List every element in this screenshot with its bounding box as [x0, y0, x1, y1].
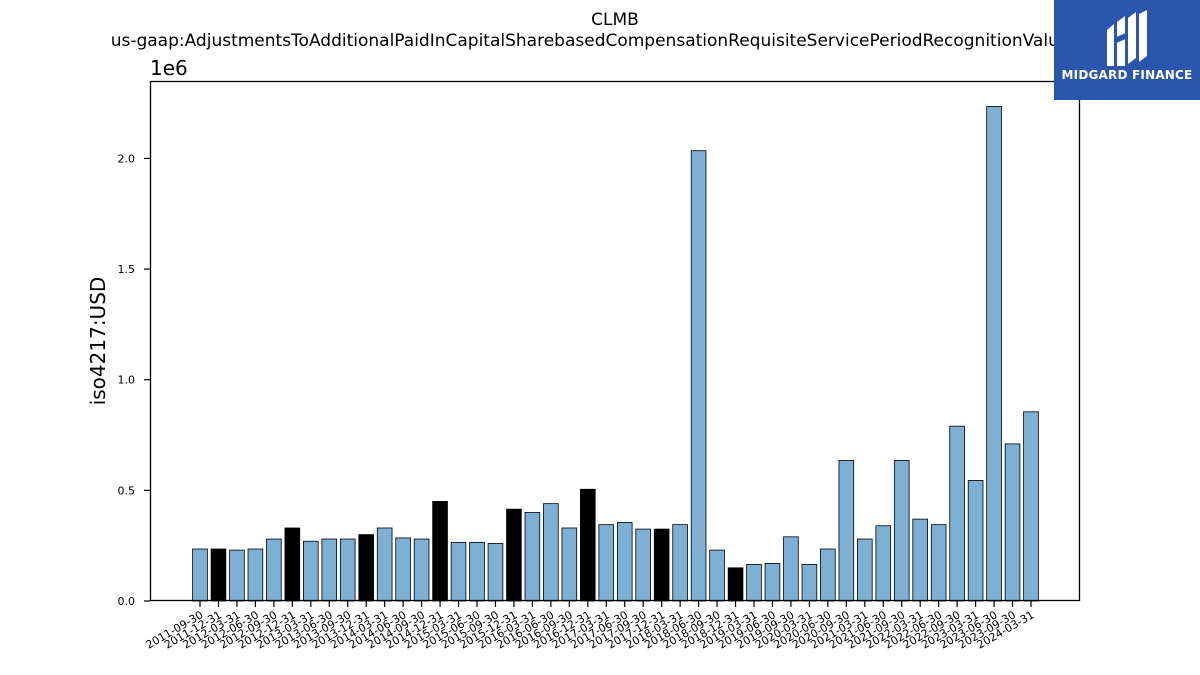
bar	[709, 549, 725, 602]
bar	[266, 538, 282, 602]
plot-frame	[149, 80, 1081, 602]
bar	[598, 524, 615, 602]
bar	[192, 548, 208, 602]
bar	[413, 538, 430, 602]
bar	[487, 543, 504, 602]
bar	[764, 562, 781, 602]
bar	[635, 528, 651, 602]
bar	[912, 518, 928, 602]
bar	[986, 106, 1002, 602]
bar	[967, 479, 984, 602]
bar	[672, 524, 688, 602]
bars-group	[192, 106, 1039, 602]
bar	[543, 503, 559, 602]
bar	[506, 508, 522, 602]
bar	[690, 150, 707, 602]
chart-subtitle: us-gaap:AdjustmentsToAdditionalPaidInCap…	[111, 31, 1070, 51]
chart-title: CLMB	[591, 10, 639, 30]
bar	[857, 538, 873, 602]
y-tick-label: 1.0	[118, 374, 136, 387]
bar	[561, 527, 578, 602]
bar	[339, 538, 356, 602]
bar	[358, 534, 374, 602]
bar	[376, 527, 393, 602]
y-axis-ticks: 0.0 0.5 1.0 1.5 2.0	[118, 152, 150, 608]
bar	[303, 540, 319, 602]
logo-text: MIDGARD FINANCE	[1061, 68, 1193, 82]
bar	[469, 541, 485, 602]
bar	[820, 548, 836, 602]
bar	[1023, 411, 1039, 602]
midgard-finance-logo: MIDGARD FINANCE	[1054, 0, 1200, 100]
y-tick-label: 2.0	[118, 152, 136, 165]
y-axis-label: iso4217:USD	[86, 277, 110, 406]
bar	[284, 527, 301, 602]
y-tick-label: 0.5	[118, 484, 136, 497]
bar	[783, 536, 799, 602]
bar	[838, 460, 855, 602]
bar	[432, 501, 448, 602]
bar	[616, 522, 633, 602]
bar	[930, 524, 947, 602]
bar	[949, 425, 965, 602]
bar	[653, 528, 670, 602]
y-tick-label: 0.0	[118, 595, 136, 608]
bar	[247, 548, 264, 602]
bar	[450, 541, 467, 602]
bar	[321, 538, 338, 602]
bar	[875, 525, 892, 602]
bar	[893, 460, 910, 602]
bar	[727, 567, 744, 602]
bar	[1004, 443, 1021, 602]
bar	[580, 488, 596, 602]
y-tick-label: 1.5	[118, 263, 136, 276]
bar	[210, 548, 227, 602]
bar	[229, 549, 245, 602]
bar	[801, 564, 818, 602]
bar	[746, 564, 762, 602]
x-axis-ticks: 2011-09-302011-12-312012-03-312012-06-30…	[144, 601, 1037, 652]
y-offset-label: 1e6	[150, 56, 188, 80]
midgard-logo-icon	[1107, 10, 1147, 66]
bar	[395, 537, 411, 602]
bar	[524, 512, 541, 602]
